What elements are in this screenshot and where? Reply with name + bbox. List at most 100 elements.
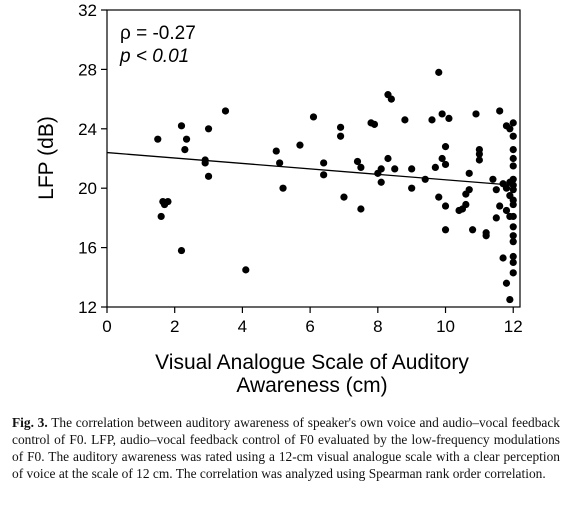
rho-annotation: ρ = -0.27: [120, 23, 196, 44]
data-point: [509, 154, 517, 163]
x-axis-title-line1: Visual Analogue Scale of Auditory: [155, 351, 469, 374]
data-point: [353, 157, 362, 166]
y-tick-label: 20: [78, 179, 97, 198]
data-point: [435, 193, 443, 201]
data-point: [502, 279, 511, 287]
data-point: [496, 202, 504, 210]
data-point: [465, 186, 473, 194]
data-point: [509, 186, 517, 194]
data-point: [177, 122, 186, 130]
data-point: [387, 95, 395, 103]
data-point: [509, 200, 517, 209]
data-point: [428, 116, 436, 124]
data-point: [164, 197, 172, 206]
data-point: [370, 120, 379, 128]
data-point: [431, 163, 439, 172]
data-point: [279, 184, 287, 192]
data-point: [462, 200, 470, 209]
data-point: [384, 154, 392, 163]
caption-text: The correlation between auditory awarene…: [12, 415, 560, 481]
y-axis-title: LFP (dB): [35, 116, 58, 200]
data-point: [492, 186, 500, 194]
data-point: [499, 254, 507, 262]
data-point: [154, 135, 162, 143]
x-axis-ticks: 0 2 4 6 8 10 12: [102, 307, 523, 336]
data-point: [438, 110, 446, 118]
data-point: [509, 162, 517, 170]
data-point: [441, 143, 450, 151]
data-point: [182, 135, 191, 143]
data-point: [204, 172, 213, 180]
data-point: [296, 141, 304, 149]
data-point: [336, 132, 345, 140]
data-point: [509, 258, 517, 267]
data-point: [221, 107, 230, 115]
data-point: [357, 163, 365, 172]
x-axis-title-line2: Awareness (cm): [236, 374, 387, 397]
data-point: [469, 226, 477, 234]
data-point: [482, 232, 490, 240]
regression-line: [106, 151, 514, 186]
data-point: [441, 202, 450, 210]
y-tick-label: 24: [78, 120, 97, 139]
data-point: [472, 110, 480, 118]
data-point: [509, 212, 517, 221]
p-annotation: p < 0.01: [119, 46, 189, 67]
data-point: [509, 269, 517, 277]
data-point: [509, 252, 517, 261]
data-point: [441, 226, 450, 234]
data-point: [509, 238, 517, 246]
y-tick-label: 12: [78, 298, 97, 317]
data-point: [320, 159, 328, 167]
data-point: [401, 116, 409, 124]
data-point: [502, 184, 511, 192]
data-point: [309, 113, 318, 121]
x-tick-label: 2: [170, 317, 179, 336]
data-point: [357, 205, 365, 213]
data-point: [435, 68, 443, 76]
data-point: [377, 178, 385, 186]
data-point: [506, 178, 514, 186]
data-point: [509, 145, 517, 154]
data-point: [502, 206, 511, 215]
data-point: [177, 246, 186, 255]
data-point: [377, 165, 385, 173]
data-point: [408, 165, 416, 173]
data-point: [391, 165, 399, 173]
data-point: [242, 266, 250, 274]
y-tick-label: 28: [78, 60, 97, 79]
plot-area: [106, 9, 521, 308]
data-point: [272, 147, 280, 155]
data-point: [509, 232, 517, 240]
data-point: [496, 107, 504, 115]
data-point: [506, 192, 514, 200]
y-tick-label: 16: [78, 239, 97, 258]
data-point: [509, 119, 517, 127]
data-point: [340, 193, 348, 201]
data-point: [408, 184, 416, 192]
figure-caption: Fig. 3. The correlation between auditory…: [12, 414, 560, 482]
data-point: [445, 114, 453, 123]
data-point: [204, 125, 213, 133]
y-tick-label: 32: [78, 1, 97, 20]
data-point: [438, 154, 446, 163]
x-tick-label: 10: [436, 317, 455, 336]
data-point: [441, 160, 450, 169]
data-point: [320, 171, 328, 179]
x-tick-label: 12: [504, 317, 523, 336]
x-tick-label: 6: [305, 317, 314, 336]
data-point: [181, 145, 189, 154]
data-point: [489, 175, 497, 183]
x-tick-label: 8: [373, 317, 382, 336]
data-points: [154, 68, 517, 304]
data-point: [475, 156, 483, 164]
data-point: [465, 169, 473, 177]
data-point: [506, 125, 514, 133]
data-point: [506, 295, 514, 304]
data-point: [421, 175, 429, 183]
data-point: [475, 145, 483, 154]
plot-frame: [106, 9, 521, 308]
x-tick-label: 0: [102, 317, 111, 336]
caption-label: Fig. 3.: [12, 415, 48, 430]
